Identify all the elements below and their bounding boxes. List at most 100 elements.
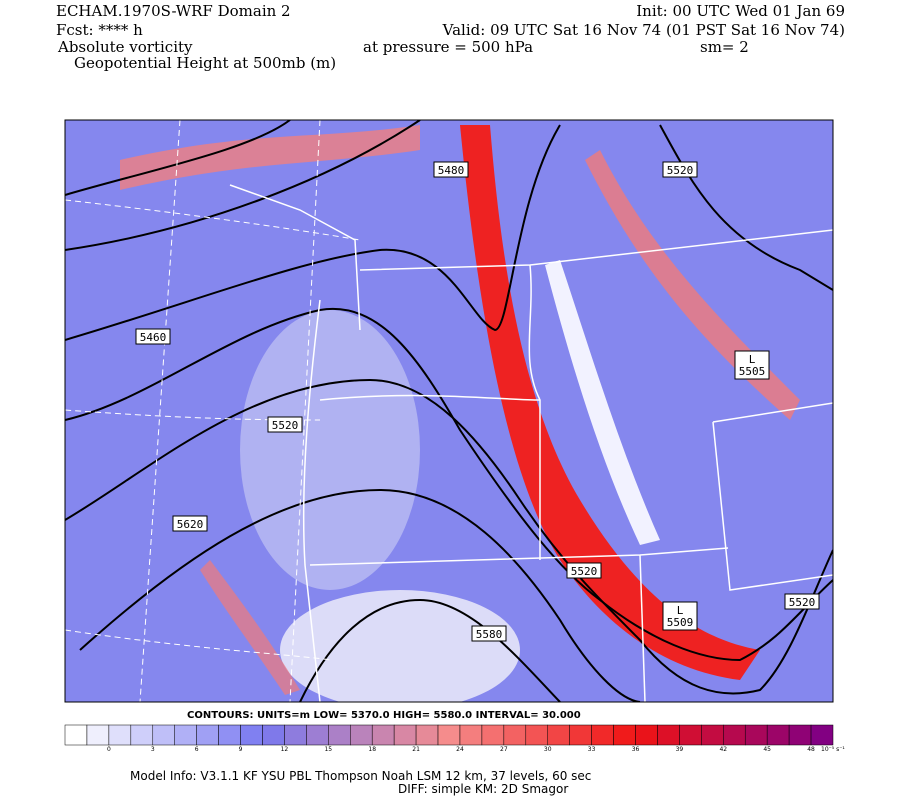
colorbar-box xyxy=(591,724,614,746)
vorticity-min xyxy=(545,260,660,545)
contour-label-box xyxy=(172,515,208,532)
contour-label: 5620 xyxy=(177,518,204,531)
low-value: 5509 xyxy=(667,616,694,629)
colorbar-label: 48 xyxy=(807,746,815,753)
height-contours xyxy=(65,120,833,702)
contour-label-box xyxy=(784,593,820,610)
contour-label-box xyxy=(135,328,171,345)
init: Init: 00 UTC Wed 01 Jan 69 xyxy=(636,2,845,20)
colorbar-units: 10⁻⁵ s⁻¹ xyxy=(821,746,845,753)
diff-info: DIFF: simple KM: 2D Smagor xyxy=(398,782,568,796)
low-box xyxy=(662,601,698,631)
smoothing: sm= 2 xyxy=(700,38,749,56)
contour-label: 5520 xyxy=(789,596,816,609)
contour-label: 5520 xyxy=(667,164,694,177)
low-vorticity xyxy=(240,310,420,590)
contour-field: Geopotential Height at 500mb (m) xyxy=(74,54,336,72)
title: ECHAM.1970S-WRF Domain 2 xyxy=(56,2,291,20)
colorbar-label: 30 xyxy=(544,746,552,753)
colorbar-box xyxy=(196,724,219,746)
contour-label: 5520 xyxy=(272,419,299,432)
map-frame xyxy=(64,119,834,703)
colorbar-label: 6 xyxy=(195,746,199,753)
contour-label-box xyxy=(471,625,507,642)
colorbar-box xyxy=(525,724,548,746)
colorbar-box xyxy=(744,724,768,746)
colorbar-label: 24 xyxy=(456,746,464,753)
contour-label: 5480 xyxy=(438,164,465,177)
contour-labels: 5480 5520546055205620552055805520L5505L55… xyxy=(135,161,820,642)
colorbar-box xyxy=(613,724,636,746)
colorbar-box xyxy=(393,724,417,746)
contour-label-box xyxy=(433,161,469,178)
colorbar-box xyxy=(328,724,351,746)
colorbar-box xyxy=(635,724,658,746)
colorbar-box xyxy=(64,724,88,746)
colorbar-box xyxy=(108,724,132,746)
contour-label-box xyxy=(267,416,303,433)
fcst: Fcst: **** h xyxy=(56,21,143,39)
low-vorticity xyxy=(280,590,520,702)
colorbar-label: 36 xyxy=(632,746,640,753)
colorbar-box xyxy=(459,724,483,746)
colorbar-box xyxy=(240,724,263,746)
contour-label-box xyxy=(566,562,602,579)
colorbar-label: 0 xyxy=(107,746,111,753)
colorbar-box xyxy=(218,724,241,746)
colorbar-box xyxy=(657,724,680,746)
colorbar-box xyxy=(679,724,702,746)
colorbar-box xyxy=(284,724,307,746)
colorbar-box xyxy=(810,724,834,746)
low-value: 5505 xyxy=(739,365,766,378)
colorbar-box xyxy=(152,724,175,746)
vorticity-band xyxy=(200,560,300,695)
contour-label-box xyxy=(662,161,698,178)
colorbar-box xyxy=(788,724,812,746)
low-symbol: L xyxy=(749,353,756,366)
field: Absolute vorticity xyxy=(57,38,193,56)
colorbar-label: 21 xyxy=(412,746,420,753)
low-box xyxy=(734,350,770,380)
contour-info: CONTOURS: UNITS=m LOW= 5370.0 HIGH= 5580… xyxy=(187,710,581,721)
contour-label: 5460 xyxy=(140,331,167,344)
colorbar: 0 3 6 9 12 15 18 21 24 27 30 33 36 39 42 45 48 10⁻⁵ s⁻¹ xyxy=(64,724,845,753)
colorbar-label: 39 xyxy=(676,746,684,753)
colorbar-box xyxy=(503,724,527,746)
colorbar-box xyxy=(371,724,395,746)
colorbar-label: 45 xyxy=(763,746,771,753)
colorbar-label: 3 xyxy=(151,746,155,753)
colorbar-box xyxy=(350,724,373,746)
colorbar-box xyxy=(481,724,505,746)
colorbar-label: 33 xyxy=(588,746,596,753)
model-info: Model Info: V3.1.1 KF YSU PBL Thompson N… xyxy=(130,769,591,783)
colorbar-box xyxy=(547,724,570,746)
state-borders xyxy=(229,184,833,702)
colorbar-box xyxy=(130,724,154,746)
colorbar-label: 18 xyxy=(368,746,376,753)
lat-lon-lines xyxy=(65,120,361,702)
colorbar-box xyxy=(415,724,439,746)
colorbar-box xyxy=(766,724,790,746)
colorbar-box xyxy=(569,724,592,746)
vorticity-max xyxy=(460,125,760,680)
contour-label: 5520 xyxy=(571,565,598,578)
colorbar-label: 42 xyxy=(719,746,727,753)
colorbar-label: 9 xyxy=(239,746,243,753)
colorbar-label: 12 xyxy=(281,746,289,753)
colorbar-box xyxy=(701,724,724,746)
contour-label: 5580 xyxy=(476,628,503,641)
colorbar-label: 15 xyxy=(324,746,332,753)
colorbar-box xyxy=(437,724,461,746)
low-symbol: L xyxy=(677,604,684,617)
valid: Valid: 09 UTC Sat 16 Nov 74 (01 PST Sat … xyxy=(442,21,845,39)
colorbar-label: 27 xyxy=(500,746,508,753)
colorbar-box xyxy=(262,724,285,746)
vorticity-band xyxy=(120,125,420,190)
map xyxy=(65,120,833,702)
colorbar-box xyxy=(306,724,329,746)
colorbar-box xyxy=(86,724,110,746)
colorbar-box xyxy=(723,724,746,746)
pressure: at pressure = 500 hPa xyxy=(363,38,533,56)
colorbar-box xyxy=(174,724,197,746)
